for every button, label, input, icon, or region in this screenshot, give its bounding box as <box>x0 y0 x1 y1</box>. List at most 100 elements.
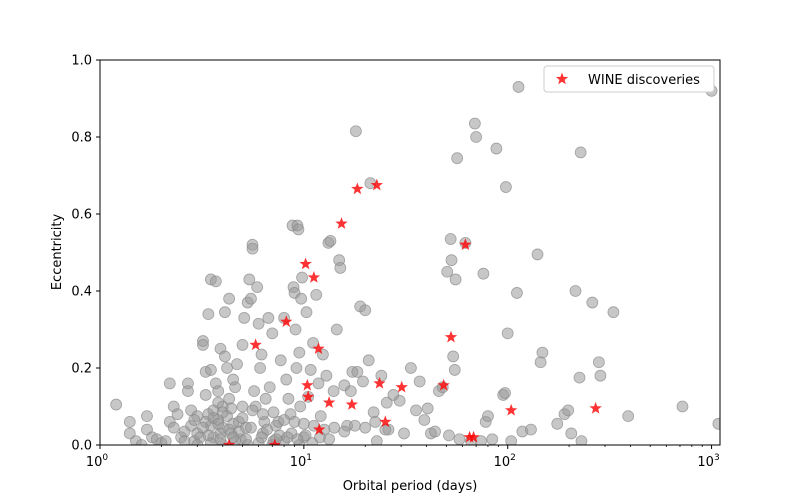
data-point <box>231 358 243 371</box>
data-point <box>379 423 392 436</box>
data-point <box>282 392 295 405</box>
wine-discovery-star <box>313 423 326 435</box>
data-point <box>551 417 564 430</box>
wine-discovery-star <box>444 330 458 343</box>
data-point <box>592 356 605 369</box>
data-point <box>330 323 343 336</box>
data-point <box>712 417 720 430</box>
data-point <box>255 431 268 444</box>
data-point <box>290 362 303 374</box>
data-point <box>574 146 587 159</box>
data-point <box>449 273 462 286</box>
wine-discovery-star <box>307 271 321 283</box>
wine-discovery-star <box>395 380 408 393</box>
data-point <box>418 414 431 426</box>
data-point <box>348 419 361 432</box>
data-point <box>296 271 308 284</box>
wine-discovery-star <box>280 315 293 328</box>
wine-discovery-star <box>351 182 364 195</box>
data-point <box>245 421 257 434</box>
data-point <box>267 406 280 419</box>
data-point <box>245 292 257 305</box>
data-point <box>310 288 323 301</box>
x-axis-label: Orbital period (days) <box>343 479 478 494</box>
data-point <box>236 400 249 413</box>
plot-background <box>100 60 720 445</box>
data-point <box>240 433 252 445</box>
data-point <box>410 404 422 417</box>
data-point <box>607 306 620 319</box>
data-point <box>573 371 586 384</box>
data-point <box>248 385 260 398</box>
data-point <box>212 417 225 430</box>
data-point <box>202 429 215 442</box>
data-point <box>349 125 362 138</box>
data-point <box>289 323 302 336</box>
data-point <box>369 415 382 428</box>
data-point <box>259 392 272 405</box>
data-point <box>182 385 194 398</box>
data-point <box>562 404 575 417</box>
data-point <box>536 346 549 359</box>
y-tick-label: 0.8 <box>71 131 92 146</box>
data-point <box>622 410 635 423</box>
y-tick-label: 1.0 <box>71 54 92 69</box>
wine-discovery-star <box>589 401 602 414</box>
data-point <box>191 439 204 445</box>
data-point <box>344 385 357 398</box>
data-point <box>367 406 380 419</box>
data-point <box>359 304 372 317</box>
points-layer <box>110 81 720 445</box>
data-point <box>252 317 265 330</box>
data-point <box>278 414 291 426</box>
plot-frame <box>99 59 721 446</box>
wine-discovery-star <box>437 378 450 391</box>
y-tick-label: 0.6 <box>71 208 92 223</box>
data-point <box>444 233 457 245</box>
x-tick-label: 100 <box>86 453 109 470</box>
legend-label: WINE discoveries <box>588 73 700 88</box>
data-point <box>188 414 201 426</box>
data-point <box>205 364 217 376</box>
data-point <box>304 364 317 376</box>
data-point <box>338 425 351 438</box>
data-point <box>246 404 259 417</box>
wine-discovery-star <box>345 398 359 410</box>
data-point <box>123 427 136 440</box>
wine-discovery-star <box>268 438 281 445</box>
data-point <box>359 421 372 434</box>
data-point <box>323 433 335 445</box>
y-tick-label: 0.4 <box>71 285 92 300</box>
data-point <box>219 306 231 319</box>
data-point <box>531 248 544 261</box>
data-point <box>413 375 426 388</box>
wine-discovery-star <box>301 390 315 403</box>
x-tick-label: 103 <box>697 453 719 470</box>
data-point <box>295 292 308 305</box>
data-point <box>219 350 231 363</box>
data-point <box>254 362 266 374</box>
data-point <box>482 410 494 423</box>
data-point <box>229 381 242 394</box>
data-point <box>221 362 233 374</box>
data-point <box>486 433 499 445</box>
data-point <box>499 387 511 399</box>
data-point <box>569 285 582 297</box>
data-point <box>534 356 547 369</box>
data-point <box>445 254 458 267</box>
data-point <box>362 354 375 367</box>
data-point <box>197 338 209 351</box>
data-point <box>262 312 275 324</box>
data-point <box>448 364 461 376</box>
data-point <box>511 287 523 299</box>
data-point <box>421 402 434 415</box>
wine-discovery-star <box>322 396 336 408</box>
x-tick-label: 101 <box>290 453 312 470</box>
data-point <box>280 373 293 386</box>
wine-discovery-star <box>301 378 314 391</box>
data-point <box>292 223 305 236</box>
data-point <box>594 369 607 382</box>
data-point <box>209 275 222 288</box>
data-point <box>281 431 294 444</box>
data-point <box>314 410 327 423</box>
